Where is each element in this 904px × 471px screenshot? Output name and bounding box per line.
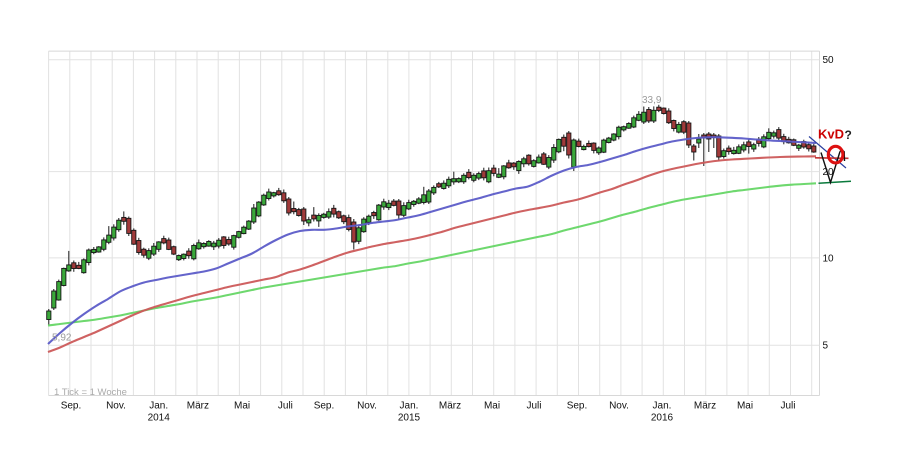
svg-text:5: 5 [823, 341, 829, 352]
svg-text:März: März [187, 401, 209, 412]
svg-text:5,92: 5,92 [52, 333, 72, 344]
svg-text:Sep.: Sep. [314, 401, 335, 412]
svg-text:Nov.: Nov. [106, 401, 126, 412]
svg-text:20: 20 [823, 167, 835, 178]
svg-text:2014: 2014 [148, 413, 171, 424]
svg-text:Juli: Juli [526, 401, 541, 412]
svg-text:1 Tick = 1 Woche: 1 Tick = 1 Woche [54, 387, 127, 398]
svg-text:Nov.: Nov. [609, 401, 629, 412]
svg-text:KvD: KvD [818, 127, 844, 142]
svg-text:50: 50 [823, 55, 835, 66]
svg-text:10: 10 [823, 253, 835, 264]
svg-text:Mai: Mai [234, 401, 250, 412]
svg-text:Mai: Mai [484, 401, 500, 412]
svg-text:33,9: 33,9 [642, 95, 662, 106]
svg-text:März: März [694, 401, 716, 412]
svg-text:März: März [439, 401, 461, 412]
svg-text:2016: 2016 [651, 413, 674, 424]
svg-text:Mai: Mai [737, 401, 753, 412]
svg-text:2015: 2015 [398, 413, 421, 424]
svg-text:Juli: Juli [780, 401, 795, 412]
svg-text:Jan.: Jan. [653, 401, 672, 412]
svg-text:Jan.: Jan. [400, 401, 419, 412]
svg-text:Sep.: Sep. [61, 401, 82, 412]
svg-text:Nov.: Nov. [357, 401, 377, 412]
svg-text:Sep.: Sep. [567, 401, 588, 412]
svg-text:Jan.: Jan. [149, 401, 168, 412]
svg-text:?: ? [845, 128, 852, 142]
svg-text:Juli: Juli [278, 401, 293, 412]
